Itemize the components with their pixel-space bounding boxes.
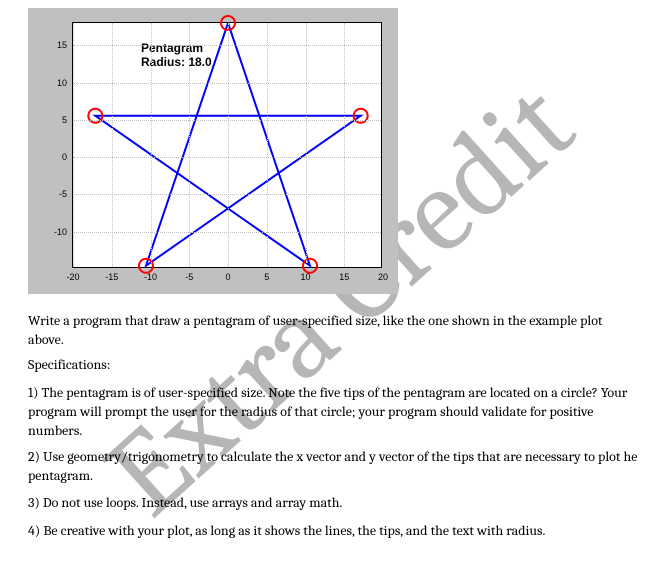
x-tick-label: -10	[144, 272, 157, 282]
plot-area: Pentagram Radius: 18.0 -20-15-10-5051015…	[73, 23, 381, 267]
y-tick-label: 15	[57, 40, 67, 50]
x-tick-label: 20	[378, 272, 388, 282]
y-tick-label: -5	[59, 189, 67, 199]
grid-hline	[73, 120, 381, 121]
x-tick-label: 5	[264, 272, 269, 282]
grid-vline	[383, 23, 384, 267]
y-tick-label: -10	[54, 227, 67, 237]
grid-vline	[228, 23, 229, 267]
grid-hline	[73, 232, 381, 233]
spec-item-3: 3) Do not use loops. Instead, use arrays…	[28, 494, 640, 513]
x-tick-label: -20	[66, 272, 79, 282]
x-tick-label: -5	[185, 272, 193, 282]
spec-item-1: 1) The pentagram is of user-specified si…	[28, 384, 640, 441]
x-tick-label: 15	[339, 272, 349, 282]
grid-vline	[189, 23, 190, 267]
grid-vline	[344, 23, 345, 267]
x-tick-label: 0	[225, 272, 230, 282]
grid-vline	[112, 23, 113, 267]
spec-item-4: 4) Be creative with your plot, as long a…	[28, 522, 640, 541]
spec-item-2: 2) Use geometry/trigonometry to calculat…	[28, 448, 640, 486]
y-tick-label: 10	[57, 78, 67, 88]
grid-vline	[151, 23, 152, 267]
spec-heading: Specifications:	[28, 356, 640, 375]
plot-axes: Pentagram Radius: 18.0 -20-15-10-5051015…	[72, 22, 382, 268]
x-tick-label: 10	[300, 272, 310, 282]
grid-hline	[73, 194, 381, 195]
grid-hline	[73, 157, 381, 158]
grid-vline	[306, 23, 307, 267]
grid-hline	[73, 83, 381, 84]
grid-vline	[267, 23, 268, 267]
intro-paragraph: Write a program that draw a pentagram of…	[28, 312, 640, 350]
figure-panel: Pentagram Radius: 18.0 -20-15-10-5051015…	[28, 8, 398, 294]
y-tick-label: 5	[62, 115, 67, 125]
x-tick-label: -15	[105, 272, 118, 282]
grid-hline	[73, 45, 381, 46]
y-tick-label: 0	[62, 152, 67, 162]
grid-vline	[73, 23, 74, 267]
